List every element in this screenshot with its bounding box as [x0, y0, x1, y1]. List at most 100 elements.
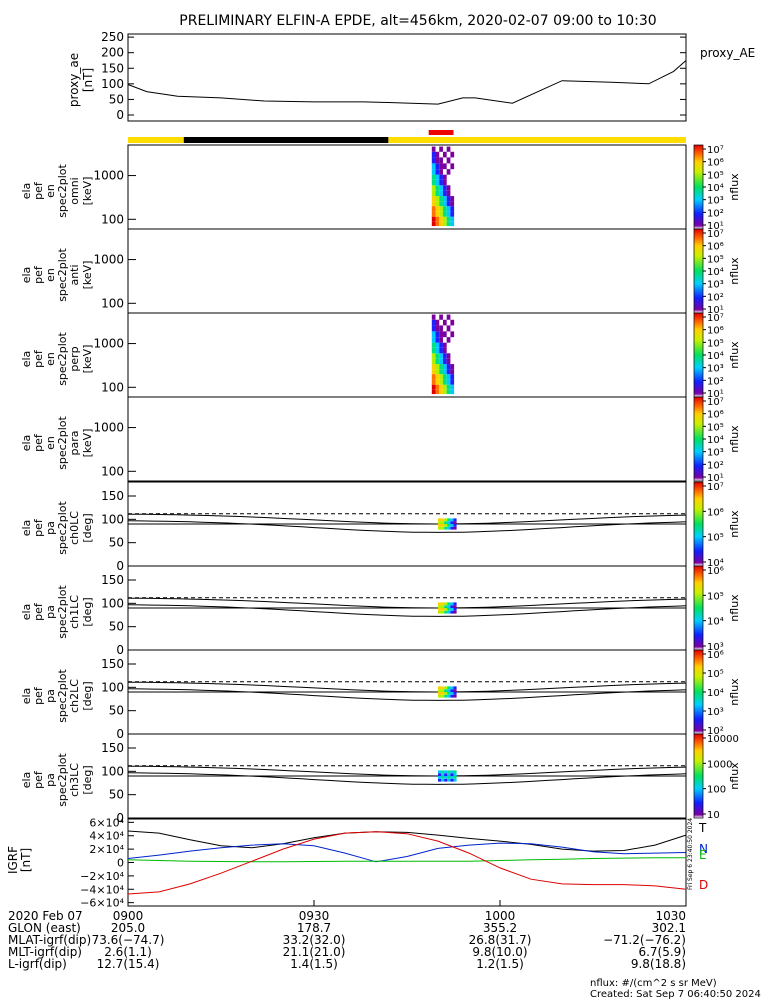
pitch-angle-cell: [447, 605, 451, 608]
panel-ylabel-line: [keV]: [81, 177, 94, 206]
pitch-angle-cell: [441, 610, 445, 614]
spectrogram-cell: [435, 221, 440, 227]
spectrogram-cell: [450, 389, 455, 395]
orbit-row-label: 2020 Feb 07: [8, 909, 83, 923]
spectrogram-cell: [442, 185, 447, 191]
spectrogram-cell: [435, 179, 440, 186]
spectrogram-cell: [450, 211, 455, 217]
spectrogram-cell: [439, 163, 443, 170]
pitch-angle-cell: [453, 778, 457, 782]
spectrogram-cell: [450, 369, 455, 375]
pitch-angle-cell: [453, 602, 457, 606]
spectrogram-cell: [439, 206, 443, 212]
panel-ylabel-line: ela: [20, 351, 33, 368]
panel-ylabel-line: para: [68, 431, 81, 456]
panel-ylabel-line: [keV]: [81, 429, 94, 458]
pitch-angle-cell: [447, 521, 451, 524]
pitch-angle-cell: [444, 610, 448, 614]
proxy-ae-frame: [127, 33, 687, 122]
spectrogram-cell: [431, 201, 436, 207]
pitch-ytick-label: 50: [109, 620, 124, 634]
spectrogram-cell: [450, 364, 455, 370]
panel-ylabel-line: en: [44, 436, 57, 450]
colorbar-tick-label: 10⁵: [707, 533, 724, 544]
spectrogram-cell: [442, 331, 447, 338]
pitch-angle-cell: [444, 524, 448, 527]
spectrogram-cell: [439, 358, 443, 365]
pitch-angle-cell: [438, 686, 442, 690]
pitch-ytick-label: 150: [101, 489, 124, 503]
pitch-angle-cell: [447, 518, 451, 522]
energy-ytick-label: 1000: [93, 169, 124, 183]
igrf-legend-t: T: [698, 821, 707, 835]
proxy-ae-ytick-label: 150: [101, 61, 124, 75]
orbit-row-value: 1.2(1.5): [476, 957, 524, 971]
colorbar: [693, 733, 704, 819]
pitch-angle-cell: [447, 776, 451, 779]
pitch-angle-cell: [447, 692, 451, 695]
spectrogram-cell: [446, 325, 451, 332]
spectrogram-cell: [431, 174, 436, 180]
pitch-angle-cell: [444, 692, 448, 695]
spectrogram-cell: [435, 369, 440, 375]
spectrogram-cell: [446, 211, 451, 217]
igrf-ytick-label: 0: [117, 857, 124, 870]
colorbar-tick-label: 10⁴: [707, 183, 724, 194]
proxy-ae-ytick-label: 200: [101, 46, 124, 60]
orbit-row-value: 2.6(1.1): [104, 945, 152, 959]
pitch-angle-cell: [453, 692, 457, 695]
spectrogram-cell: [439, 190, 443, 197]
colorbar-tick-label: 10⁶: [707, 326, 724, 337]
igrf-legend-e: E: [699, 848, 707, 862]
pitch-angle-cell: [441, 686, 445, 690]
spectrogram-cell: [435, 211, 440, 217]
colorbar-tick-label: 10⁴: [707, 267, 724, 278]
panel-frame: [127, 396, 687, 482]
panel-ylabel-line: spec2plot: [56, 501, 69, 555]
colorbar-tick-label: 10¹: [707, 389, 724, 400]
spectrogram-cell: [442, 221, 447, 227]
pitch-angle-cell: [438, 778, 442, 782]
pitch-angle-cell: [450, 608, 454, 611]
spectrogram-cell: [435, 206, 440, 212]
panel-ylabel-line: en: [44, 184, 57, 198]
pitch-angle-cell: [453, 773, 457, 776]
spectrogram-cell: [439, 211, 443, 217]
spectrogram-cell: [435, 384, 440, 390]
orbit-row-value: 0930: [299, 909, 330, 923]
igrf-ytick-label: −4×10⁴: [80, 883, 124, 896]
spectrogram-cell: [442, 347, 447, 354]
spectrogram-cell: [446, 337, 451, 343]
spectrogram-cell: [431, 325, 436, 332]
spectrogram-cell: [439, 221, 443, 227]
colorbar: [693, 481, 704, 567]
energy-ytick-label: 1000: [93, 253, 124, 267]
spectrogram-cell: [450, 201, 455, 207]
proxy-ae-ylabel-1: proxy_ae: [67, 53, 81, 107]
panel-ylabel-line: pa: [44, 521, 57, 535]
anti-loss-cone-line: [127, 604, 687, 617]
spectrogram-cell: [442, 216, 447, 222]
pitch-angle-cell: [438, 518, 442, 522]
pitch-angle-cell: [453, 689, 457, 692]
colorbar-tick-label: 10²: [707, 726, 724, 737]
pitch-ytick-label: 150: [101, 573, 124, 587]
pitch-angle-cell: [450, 602, 454, 606]
spectrogram-cell: [446, 369, 451, 375]
proxy-ae-ytick-label: 50: [109, 92, 124, 106]
panel-ylabel-line: [keV]: [81, 261, 94, 290]
pitch-angle-cell: [450, 524, 454, 527]
pitch-angle-cell: [453, 686, 457, 690]
spectrogram-cell: [431, 179, 436, 186]
spectrogram-cell: [435, 319, 440, 326]
panel-ylabel-line: ch0LC: [68, 511, 81, 545]
colorbar: [693, 228, 704, 314]
spectrogram-cell: [431, 221, 436, 227]
pitch-angle-cell: [441, 692, 445, 695]
colorbar-tick-label: 10⁶: [707, 158, 724, 169]
igrf-ytick-label: 2×10⁴: [89, 843, 124, 856]
pitch-angle-cell: [447, 610, 451, 614]
proxy-ae-ytick-label: 0: [116, 108, 124, 122]
